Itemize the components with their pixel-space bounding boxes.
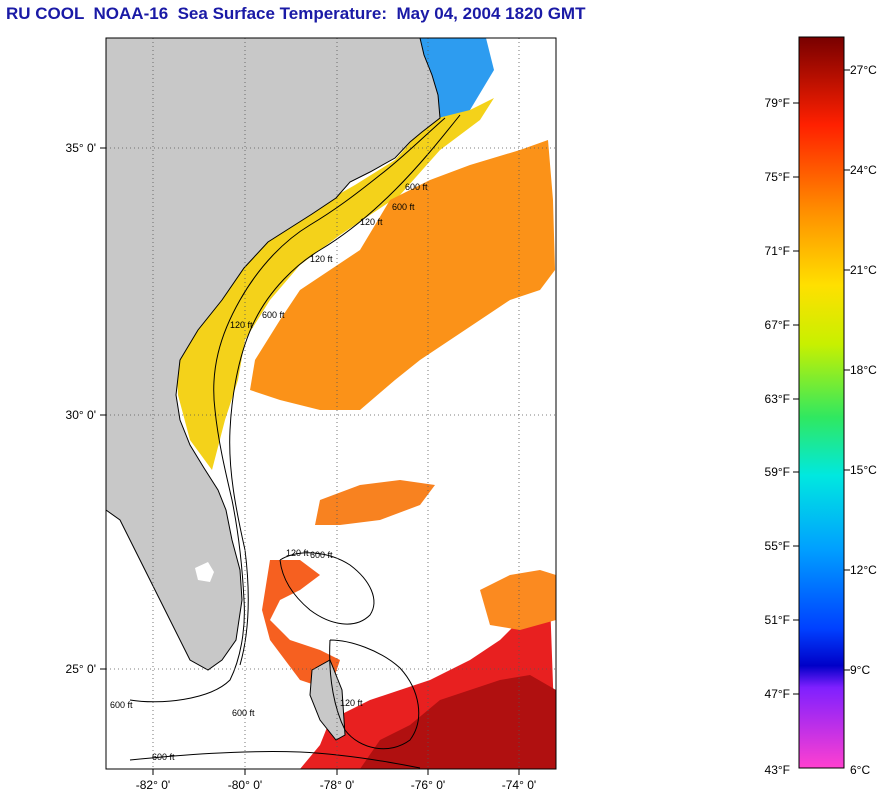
colorbar-c-label: 24°C xyxy=(850,163,877,177)
colorbar-c-label: 18°C xyxy=(850,363,877,377)
lon-label-78: -78° 0' xyxy=(320,778,354,792)
contour-bahamas-2 xyxy=(329,639,420,750)
colorbar-c-label: 12°C xyxy=(850,563,877,577)
contour-south xyxy=(129,751,421,769)
colorbar: 79°F 75°F 71°F 67°F 63°F 59°F 55°F 51°F … xyxy=(765,36,877,777)
colorbar-c-label: 9°C xyxy=(850,663,870,677)
contour-120ft xyxy=(129,117,446,703)
contour-label: 120 ft xyxy=(310,254,333,264)
colorbar-gradient xyxy=(798,36,845,769)
colorbar-f-label: 47°F xyxy=(765,687,790,701)
lon-label-80: -80° 0' xyxy=(228,778,262,792)
contour-bahamas-1 xyxy=(279,552,375,625)
gridlines xyxy=(106,38,556,769)
contour-label: 600 ft xyxy=(405,182,428,192)
land-lake-okeechobee xyxy=(195,562,214,582)
colorbar-f-label: 43°F xyxy=(765,763,790,777)
colorbar-c-label: 21°C xyxy=(850,263,877,277)
map-title: RU COOL NOAA-16 Sea Surface Temperature:… xyxy=(6,4,586,23)
sst-darkred-south xyxy=(360,675,556,769)
sst-orange-offshore-1 xyxy=(250,140,555,410)
contour-label: 600 ft xyxy=(110,700,133,710)
contour-label-group: 600 ft 120 ft 600 ft 120 ft 600 ft 120 f… xyxy=(110,182,428,762)
colorbar-f-label: 75°F xyxy=(765,170,790,184)
contour-label: 120 ft xyxy=(230,320,253,330)
sst-coastal-yellow-band xyxy=(176,98,494,470)
colorbar-f-label: 79°F xyxy=(765,96,790,110)
colorbar-f-label: 71°F xyxy=(765,244,790,258)
contour-label: 600 ft xyxy=(152,752,175,762)
colorbar-f-label: 67°F xyxy=(765,318,790,332)
sst-orange-southeast xyxy=(480,570,556,630)
colorbar-f-label: 59°F xyxy=(765,465,790,479)
colorbar-f-label: 63°F xyxy=(765,392,790,406)
map-frame xyxy=(105,37,557,770)
lat-label-30: 30° 0' xyxy=(66,408,96,422)
sst-red-orange-bahamas xyxy=(262,560,340,690)
colorbar-c-label: 15°C xyxy=(850,463,877,477)
contour-label: 600 ft xyxy=(392,202,415,212)
lat-label-25: 25° 0' xyxy=(66,662,96,676)
lon-label-76: -76° 0' xyxy=(411,778,445,792)
colorbar-ticks xyxy=(793,69,850,695)
map-panel: 600 ft 120 ft 600 ft 120 ft 600 ft 120 f… xyxy=(66,37,557,792)
contour-label: 600 ft xyxy=(232,708,255,718)
sst-data-layer xyxy=(176,38,556,769)
colorbar-c-label: 27°C xyxy=(850,63,877,77)
contour-label: 600 ft xyxy=(262,310,285,320)
lon-label-74: -74° 0' xyxy=(502,778,536,792)
lon-label-82: -82° 0' xyxy=(136,778,170,792)
contour-label: 600 ft xyxy=(310,550,333,560)
contour-label: 120 ft xyxy=(360,217,383,227)
contour-label: 120 ft xyxy=(340,698,363,708)
map-ticks xyxy=(100,147,520,775)
lat-label-35: 35° 0' xyxy=(66,141,96,155)
contour-label: 120 ft xyxy=(286,548,309,558)
colorbar-f-label: 51°F xyxy=(765,613,790,627)
sst-orange-offshore-2 xyxy=(315,480,435,525)
land-bahamas xyxy=(309,659,346,741)
colorbar-f-label: 55°F xyxy=(765,539,790,553)
colorbar-c-label: 6°C xyxy=(850,763,870,777)
land-mass-us-southeast xyxy=(106,38,441,671)
